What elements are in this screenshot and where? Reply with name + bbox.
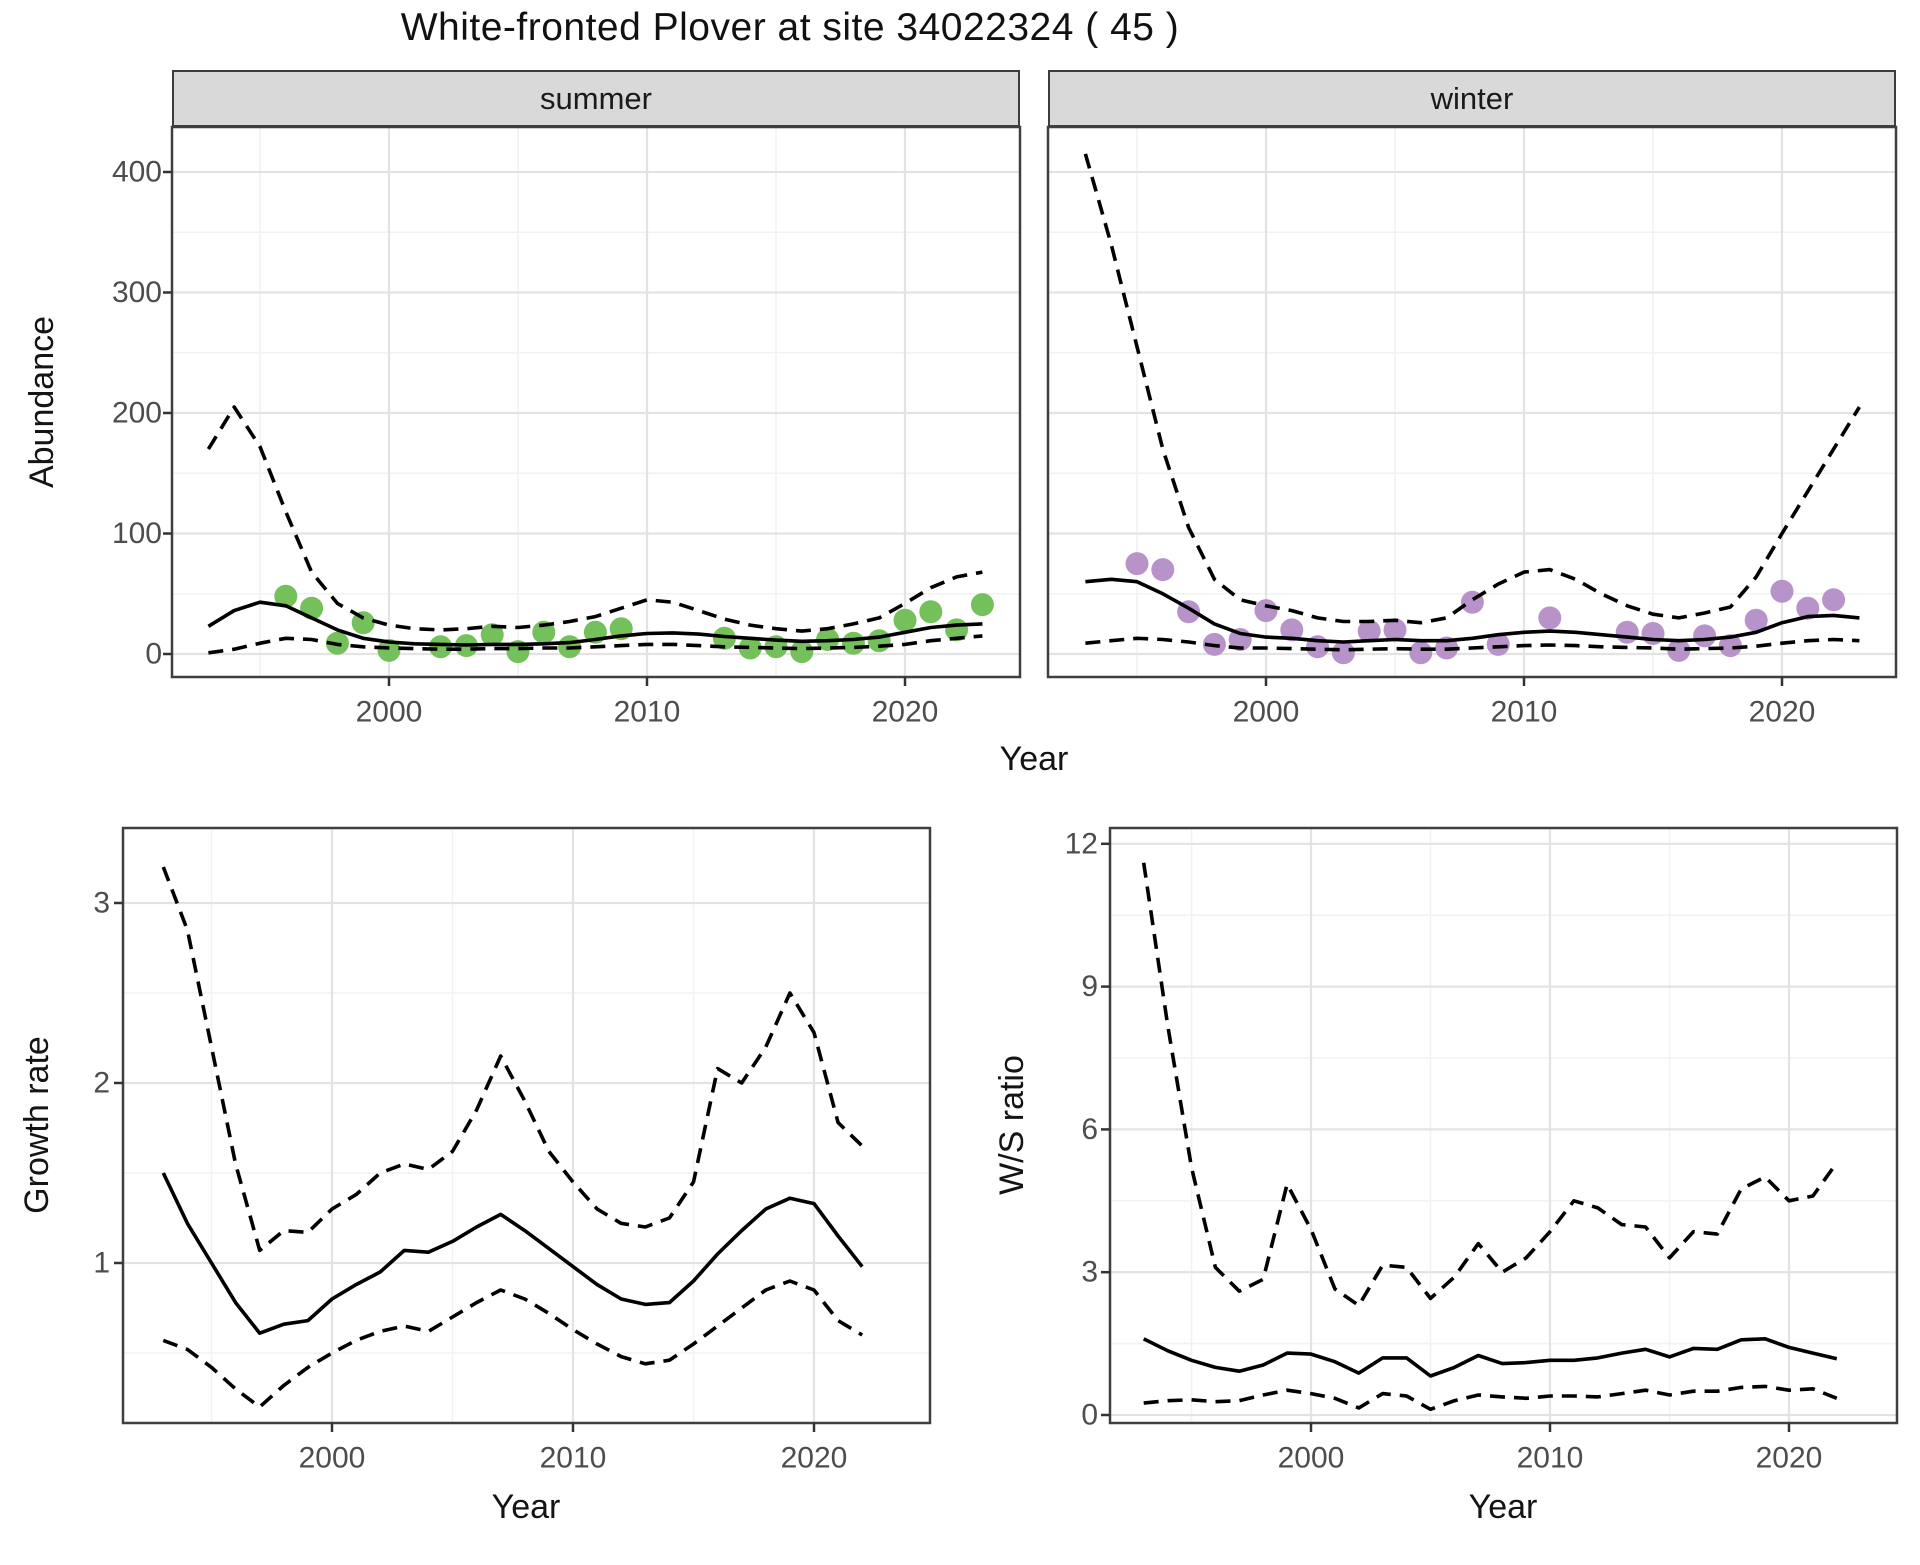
abundance-winter-panel-border <box>1046 125 1898 679</box>
data-point <box>1486 632 1510 656</box>
data-point <box>970 593 994 617</box>
data-point <box>1331 641 1355 665</box>
y-tick-label: 1 <box>93 1247 110 1280</box>
abundance-winter-lower-ci-line <box>1085 636 1860 652</box>
data-point <box>351 611 375 635</box>
data-point <box>1615 620 1639 644</box>
plot-title: White-fronted Plover at site 34022324 ( … <box>400 6 1180 49</box>
abundance-summer-lower-ci-line <box>208 634 983 655</box>
facet-strip-summer-label: summer <box>540 80 652 116</box>
panel-abundance-summer: 2000 2010 2020 0 100 200 300 400 <box>112 125 1022 729</box>
y-tick-label: 0 <box>145 638 162 671</box>
x-axis-title-year-growth: Year <box>491 1488 561 1526</box>
ws-ratio-lower-ci-line <box>1143 1384 1838 1412</box>
x-tick-label: 2010 <box>540 1442 607 1475</box>
facet-strip-winter-label: winter <box>1430 80 1514 116</box>
data-point <box>429 635 453 659</box>
data-point <box>790 640 814 664</box>
data-point <box>1796 596 1820 620</box>
x-tick-label: 2020 <box>1749 696 1816 729</box>
abundance-summer-fit-line <box>207 600 983 647</box>
x-tick-label: 2010 <box>614 696 681 729</box>
y-tick-label: 12 <box>1065 827 1098 860</box>
data-point <box>841 631 865 655</box>
x-axis-title-year-ws: Year <box>1468 1488 1538 1526</box>
abundance-winter-upper-ci-line <box>1083 153 1861 625</box>
x-tick-label: 2020 <box>872 696 939 729</box>
x-tick-label: 2020 <box>781 1442 848 1475</box>
data-point <box>1125 552 1149 576</box>
abundance-winter-gridlines <box>1048 127 1896 677</box>
growth-rate-fit-line <box>161 1172 864 1335</box>
y-tick-label: 200 <box>112 397 162 430</box>
data-point <box>532 620 556 644</box>
data-point <box>1770 579 1794 603</box>
data-point <box>1254 599 1278 623</box>
y-tick-label: 6 <box>1081 1113 1098 1146</box>
x-tick-label: 2000 <box>1233 696 1300 729</box>
data-point <box>480 623 504 647</box>
facet-strip-summer: summer <box>172 70 1020 127</box>
data-point <box>1280 618 1304 642</box>
data-point <box>1357 619 1381 643</box>
data-point <box>1718 634 1742 658</box>
growth-rate-panel-border <box>121 826 932 1425</box>
y-tick-label: 9 <box>1081 970 1098 1003</box>
y-tick-label: 3 <box>93 887 110 920</box>
x-tick-label: 2020 <box>1756 1442 1823 1475</box>
growth-rate-axis-labels: 2000 2010 2020 1 2 3 <box>93 887 847 1475</box>
ws-ratio-axis-labels: 2000 2010 2020 0 3 6 9 12 <box>1065 827 1823 1474</box>
abundance-winter-axis-labels: 2000 2010 2020 <box>1233 677 1816 729</box>
data-point <box>1538 606 1562 630</box>
y-tick-label: 0 <box>1081 1399 1098 1432</box>
data-point <box>1744 608 1768 632</box>
x-tick-label: 2000 <box>299 1442 366 1475</box>
data-point <box>274 584 298 608</box>
data-point <box>1383 618 1407 642</box>
data-point <box>1822 588 1846 612</box>
data-point <box>893 608 917 632</box>
data-point <box>377 638 401 662</box>
x-tick-label: 2010 <box>1517 1442 1584 1475</box>
abundance-summer-upper-ci-line <box>206 405 983 633</box>
data-point <box>738 636 762 660</box>
abundance-summer-panel-border <box>170 125 1022 679</box>
abundance-summer-gridlines <box>172 127 1020 677</box>
panel-abundance-winter: 2000 2010 2020 <box>1046 125 1898 729</box>
data-point <box>1693 624 1717 648</box>
ws-ratio-panel-border <box>1108 826 1899 1425</box>
panel-growth-rate: 2000 2010 2020 1 2 3 <box>93 826 932 1475</box>
data-point <box>1151 558 1175 582</box>
ws-ratio-fit-line <box>1142 1337 1838 1378</box>
y-tick-label: 100 <box>112 517 162 550</box>
growth-rate-upper-ci-line <box>161 866 864 1253</box>
data-point <box>919 600 943 624</box>
y-tick-label: 300 <box>112 276 162 309</box>
data-point <box>867 629 891 653</box>
growth-rate-gridlines <box>123 828 930 1423</box>
ws-ratio-gridlines <box>1110 828 1897 1423</box>
data-point <box>1667 638 1691 662</box>
facet-strip-winter: winter <box>1048 70 1896 127</box>
abundance-summer-axis-labels: 2000 2010 2020 0 100 200 300 400 <box>112 156 938 729</box>
x-tick-label: 2010 <box>1491 696 1558 729</box>
x-tick-label: 2000 <box>356 696 423 729</box>
panel-ws-ratio: 2000 2010 2020 0 3 6 9 12 <box>1065 826 1899 1475</box>
x-tick-label: 2000 <box>1278 1442 1345 1475</box>
y-tick-label: 3 <box>1081 1256 1098 1289</box>
abundance-winter-fit-line <box>1085 577 1860 644</box>
y-tick-label: 400 <box>112 156 162 189</box>
growth-rate-lower-ci-line <box>162 1279 864 1409</box>
data-point <box>1409 641 1433 665</box>
ws-ratio-upper-ci-line <box>1141 862 1839 1308</box>
x-axis-title-year-top: Year <box>999 740 1069 778</box>
y-tick-label: 2 <box>93 1067 110 1100</box>
